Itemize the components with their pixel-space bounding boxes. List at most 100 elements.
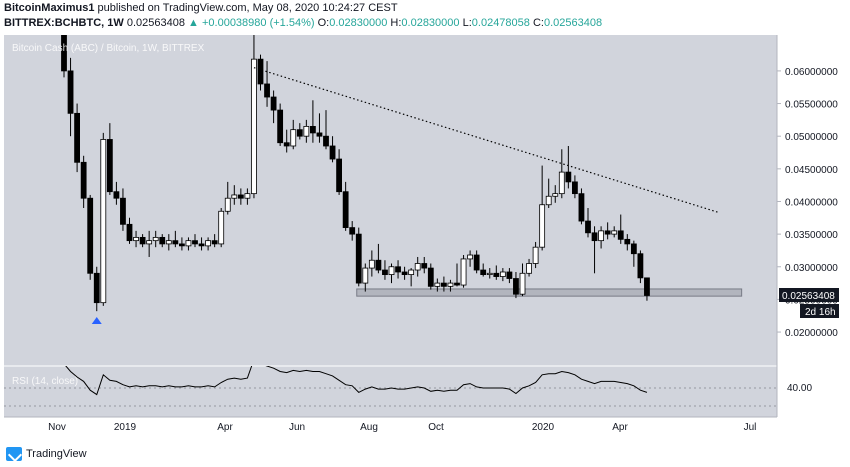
candle-body <box>558 171 565 195</box>
candle-body <box>93 272 100 304</box>
time-axis-label: Apr <box>612 422 628 433</box>
candle-body <box>447 282 454 287</box>
candle-body <box>617 230 624 240</box>
price-chart[interactable]: 0.020000000.025000000.030000000.03500000… <box>0 0 850 443</box>
rsi-title: RSI (14, close) <box>12 376 78 387</box>
descending-trendline <box>253 67 720 214</box>
candle-body <box>329 145 336 160</box>
brand-name: TradingView <box>26 448 87 460</box>
trendline-group <box>253 67 720 214</box>
candle-body <box>218 210 225 245</box>
high-label: H: <box>390 17 402 29</box>
close-value: 0.02563408 <box>543 17 603 29</box>
candle-body <box>224 197 231 212</box>
candle-body <box>237 194 244 199</box>
candle-body <box>552 193 559 197</box>
candle-body <box>198 243 205 247</box>
candle-body <box>460 258 467 286</box>
candle-body <box>244 193 251 199</box>
buy-arrow-icon <box>91 317 102 324</box>
candle-body <box>126 223 133 242</box>
marker-group <box>91 317 102 324</box>
candle-body <box>401 271 408 275</box>
footer: TradingView <box>0 443 850 467</box>
candle-body <box>598 230 604 242</box>
candle-body <box>309 126 316 134</box>
candle-body <box>604 230 611 235</box>
candle-body <box>257 58 264 85</box>
time-axis-label: 2019 <box>114 422 137 433</box>
candle-body <box>336 158 343 193</box>
countdown-label: 2d 16h <box>805 307 836 318</box>
candle-body <box>506 271 513 279</box>
candle-body <box>493 272 500 277</box>
time-axis[interactable]: Nov 2019 Apr Jun Aug Oct 2020 Apr Jul <box>48 422 756 433</box>
candle-body <box>440 282 447 287</box>
candle-body <box>578 193 585 222</box>
symbol-name[interactable]: BITTREX:BCHBTC, 1W <box>4 17 124 29</box>
candle-body <box>296 129 303 137</box>
candle-body <box>133 236 139 242</box>
last-price-label: 0.02563408 <box>782 291 835 302</box>
price-tick-label: 0.05000000 <box>785 132 838 143</box>
pane-title: Bitcoin Cash (ABC) / Bitcoin, 1W, BITTRE… <box>12 43 205 54</box>
candle-body <box>375 259 382 271</box>
price-tick-label: 0.02000000 <box>785 328 838 339</box>
candle-body <box>120 197 126 225</box>
tradingview-logo[interactable]: TradingView <box>6 447 87 461</box>
candle-body <box>637 253 644 279</box>
time-axis-label: Oct <box>428 422 444 433</box>
time-axis-label: Aug <box>360 422 378 433</box>
candle-body <box>231 194 238 199</box>
candle-body <box>152 236 159 242</box>
author-name[interactable]: BitcoinMaximus1 <box>4 2 95 14</box>
candle-body <box>480 269 487 275</box>
candle-body <box>87 197 94 274</box>
open-value: 0.02830000 <box>329 17 388 29</box>
candle-body <box>499 271 506 277</box>
low-value: 0.02478058 <box>471 17 530 29</box>
price-tick-label: 0.04000000 <box>785 197 838 208</box>
up-arrow-icon: ▲ <box>188 17 199 29</box>
candle-body <box>290 129 297 147</box>
candle-body <box>591 232 598 242</box>
candle-body <box>178 243 185 247</box>
price-tick-label: 0.06000000 <box>785 67 838 78</box>
chart-header: BitcoinMaximus1 published on TradingView… <box>0 0 850 34</box>
candle-body <box>264 83 270 98</box>
candle-body <box>408 269 415 275</box>
candle-body <box>454 282 460 286</box>
candle-body <box>427 267 434 287</box>
candle-body <box>486 272 493 275</box>
time-axis-label: Jun <box>289 422 305 433</box>
rsi-group <box>4 366 777 407</box>
candle-body <box>611 230 618 235</box>
candle-body <box>532 246 539 264</box>
price-change: +0.00038980 (+1.54%) <box>201 17 315 29</box>
candle-body <box>565 171 572 183</box>
candle-body <box>585 220 591 234</box>
price-tick-label: 0.03000000 <box>785 263 838 274</box>
high-value: 0.02830000 <box>401 17 460 29</box>
candle-body <box>382 269 388 275</box>
candle-body <box>316 132 323 137</box>
candle-body <box>303 126 310 137</box>
published-text: published on TradingView.com, May 08, 20… <box>97 2 398 14</box>
candle-body <box>624 238 631 245</box>
publish-info: BitcoinMaximus1 published on TradingView… <box>4 2 398 14</box>
low-label: L: <box>462 17 472 29</box>
candle-body <box>74 112 80 163</box>
candle-body <box>572 181 578 195</box>
candle-body <box>277 109 284 144</box>
time-axis-label: Nov <box>48 422 66 433</box>
candle-body <box>113 191 120 199</box>
candle-body <box>513 278 519 295</box>
candle-body <box>139 236 146 245</box>
price-tick-label: 0.05500000 <box>785 100 838 111</box>
candle-body <box>146 240 153 245</box>
last-price-badge <box>779 288 839 302</box>
rsi-pane[interactable] <box>4 366 777 417</box>
candle-body <box>283 142 290 147</box>
price-pane[interactable] <box>4 35 777 366</box>
candle-body <box>388 266 395 275</box>
